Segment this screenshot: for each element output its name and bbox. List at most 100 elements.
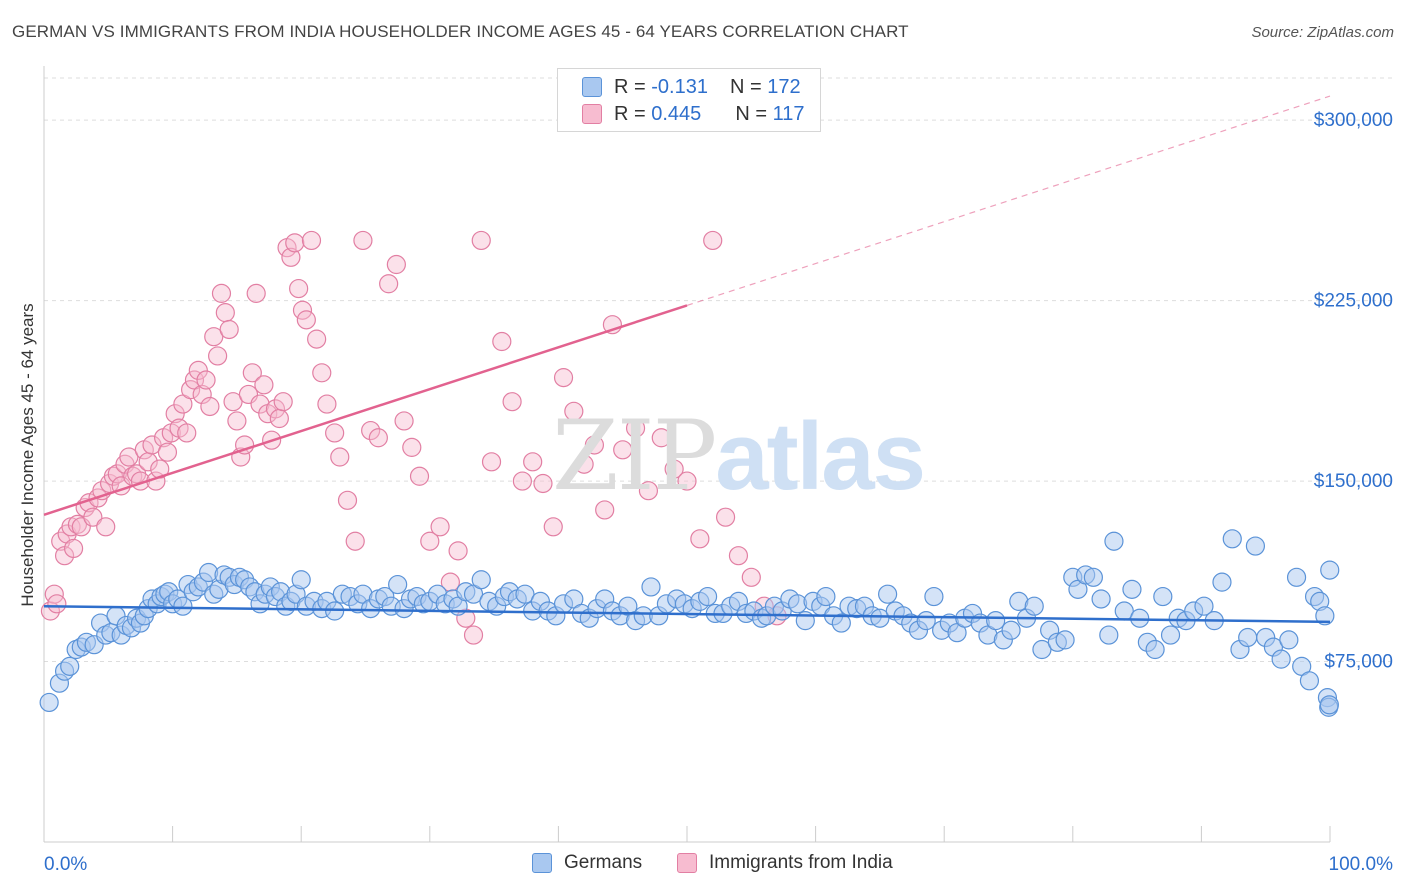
- y-axis-label: Householder Income Ages 45 - 64 years: [18, 303, 37, 607]
- india-point: [96, 517, 116, 537]
- german-point: [1315, 606, 1335, 626]
- german-point: [1279, 630, 1299, 650]
- german-point: [515, 584, 535, 604]
- india-point: [492, 331, 512, 352]
- india-point: [312, 363, 332, 383]
- india-point: [200, 396, 220, 417]
- india-point: [273, 392, 293, 412]
- german-point: [1160, 625, 1181, 645]
- india-point: [307, 329, 327, 349]
- german-point: [1099, 625, 1119, 645]
- legend-n-label: N =: [735, 102, 767, 125]
- german-point: [1001, 620, 1021, 640]
- bottom-legend-germans: Germans: [532, 852, 642, 874]
- india-point: [584, 435, 605, 455]
- german-point: [1320, 560, 1340, 580]
- chart-source: Source: ZipAtlas.com: [1251, 24, 1394, 41]
- india-point: [317, 394, 337, 414]
- india-point: [246, 283, 266, 303]
- german-point: [1222, 529, 1242, 549]
- india-point: [502, 392, 522, 412]
- india-point: [402, 437, 422, 457]
- india-point: [63, 538, 84, 559]
- german-point: [1024, 596, 1044, 616]
- tick-labels: $75,000 $150,000 $225,000 $300,000 0.0% 100.0…: [44, 110, 1393, 875]
- india-point: [204, 327, 224, 347]
- india-point: [254, 375, 274, 395]
- india-point: [543, 517, 563, 537]
- india-point: [337, 490, 358, 510]
- india-point: [250, 394, 270, 414]
- india-point: [219, 319, 239, 340]
- india-point: [448, 541, 468, 561]
- india-point: [285, 233, 305, 253]
- german-point: [1286, 567, 1307, 587]
- y-tick-label: $300,000: [1314, 110, 1393, 131]
- india-point: [368, 428, 388, 448]
- x-tick-label: 0.0%: [44, 854, 87, 875]
- germans-swatch: [532, 853, 552, 873]
- india-point: [289, 278, 309, 299]
- german-point: [173, 596, 193, 616]
- legend-r-value: 0.445: [651, 102, 702, 125]
- chart-title: GERMAN VS IMMIGRANTS FROM INDIA HOUSEHOL…: [12, 22, 909, 41]
- india-point: [208, 346, 228, 366]
- india-point: [345, 531, 365, 551]
- india-point: [83, 507, 103, 527]
- german-point: [916, 611, 936, 631]
- india-point: [638, 481, 659, 501]
- german-point: [1091, 589, 1111, 609]
- german-point: [471, 570, 491, 590]
- x-tick-label: 100.0%: [1329, 854, 1394, 875]
- india-point: [379, 274, 399, 294]
- india-point: [165, 404, 185, 424]
- german-point: [388, 574, 408, 595]
- india-point: [119, 447, 139, 467]
- india-point: [269, 408, 289, 429]
- german-point: [1083, 567, 1103, 587]
- india-series-points: [40, 230, 787, 645]
- german-point: [924, 586, 944, 607]
- india-point: [471, 230, 491, 251]
- german-trend-line: [43, 604, 1331, 624]
- india-point: [301, 230, 322, 251]
- india-point: [223, 392, 243, 412]
- legend-r-value: -0.131: [651, 75, 708, 98]
- legend-row-germans: R = -0.131 N = 172: [582, 74, 801, 100]
- german-point: [1153, 586, 1173, 607]
- legend-n-label: N =: [729, 75, 762, 98]
- stats-legend: R = -0.131 N = 172 R = 0.445 N = 117: [557, 68, 821, 132]
- german-point: [1212, 572, 1232, 592]
- watermark: ZIPatlas: [552, 400, 926, 512]
- india-point: [227, 411, 247, 431]
- india-point: [463, 625, 484, 645]
- india-point: [361, 420, 381, 441]
- german-point: [1319, 695, 1339, 715]
- german-point: [1104, 531, 1124, 551]
- trend-lines: [43, 95, 1331, 624]
- india-point: [47, 594, 67, 614]
- india-point: [664, 459, 684, 479]
- german-point: [60, 656, 80, 676]
- german-point: [1032, 639, 1052, 660]
- y-tick-label: $150,000: [1314, 471, 1393, 492]
- india-point: [330, 447, 350, 467]
- bottom-legend-india: Immigrants from India: [677, 852, 893, 874]
- german-series-points: [39, 529, 1340, 717]
- india-point: [296, 310, 316, 330]
- german-point: [816, 586, 836, 607]
- india-point: [677, 471, 697, 491]
- legend-r-label: R =: [614, 75, 646, 98]
- india-point: [196, 370, 216, 390]
- india-point: [553, 368, 574, 388]
- german-point: [1122, 579, 1142, 599]
- german-point: [986, 611, 1006, 631]
- india-point: [564, 401, 584, 421]
- india-point: [265, 399, 286, 419]
- india-point: [394, 411, 414, 431]
- legend-n-value: 172: [767, 75, 801, 98]
- india-point: [651, 428, 671, 448]
- india-point: [523, 452, 543, 472]
- german-point: [291, 570, 311, 590]
